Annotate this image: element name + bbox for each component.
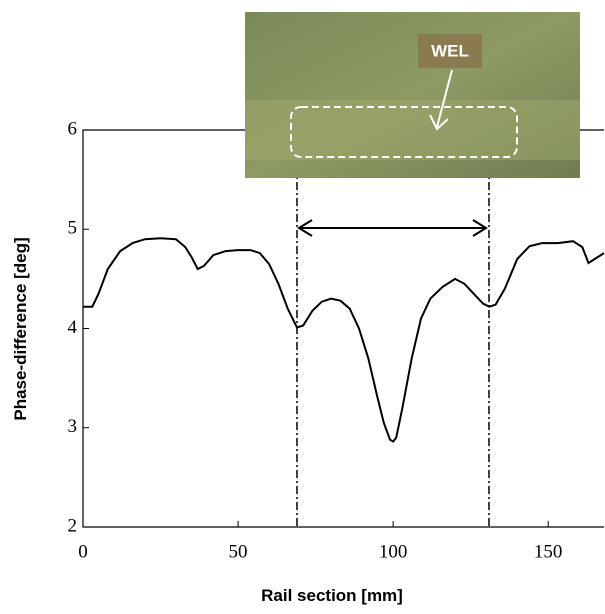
wel-label: WEL xyxy=(431,41,469,60)
x-tick-label: 0 xyxy=(78,541,88,562)
x-tick-label: 100 xyxy=(379,541,408,562)
data-line xyxy=(83,237,605,443)
x-tick-label: 50 xyxy=(229,541,248,562)
photo xyxy=(245,12,580,178)
photo-band xyxy=(245,100,580,160)
label-box xyxy=(418,34,482,68)
frame xyxy=(82,129,604,528)
y-tick-label: 4 xyxy=(68,317,78,338)
x-tick-label: 150 xyxy=(534,541,563,562)
wel-region xyxy=(290,106,518,158)
x-axis-label: Rail section [mm] xyxy=(261,586,403,605)
y-tick-label: 5 xyxy=(68,218,78,239)
arrow-heads xyxy=(297,219,488,237)
y-tick-label: 2 xyxy=(68,515,78,536)
y-tick-label: 6 xyxy=(68,118,78,139)
y-axis-label: Phase-difference [deg] xyxy=(11,237,30,420)
wel-arrow xyxy=(429,69,453,131)
plot xyxy=(83,237,605,443)
axes: 0 50 100 150 2 3 4 5 6 xyxy=(68,118,604,562)
y-tick-label: 3 xyxy=(68,416,78,437)
inset-photo: WEL xyxy=(245,12,580,178)
region-markers xyxy=(296,150,490,527)
